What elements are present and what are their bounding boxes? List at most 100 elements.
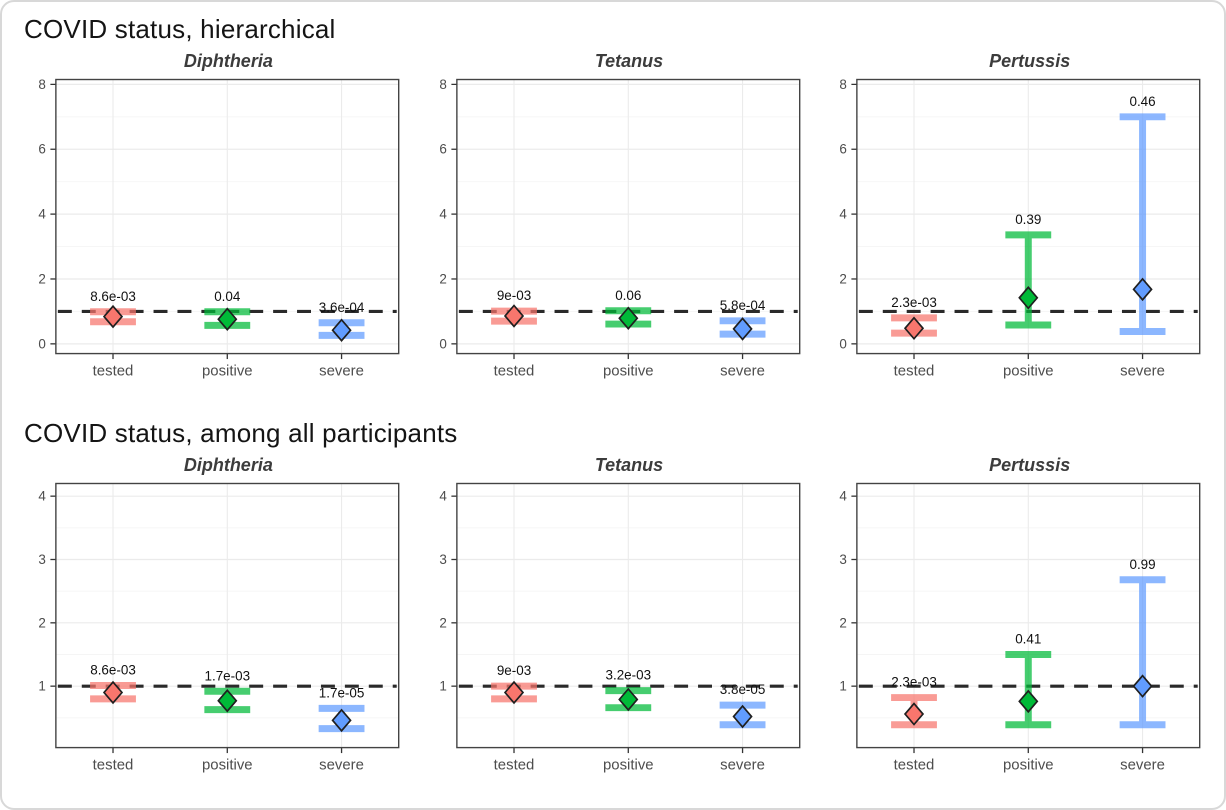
svg-text:2: 2 bbox=[840, 271, 847, 286]
svg-text:8: 8 bbox=[38, 77, 45, 92]
p-value-label: 5.8e-04 bbox=[719, 298, 765, 313]
point-marker-positive bbox=[217, 307, 238, 331]
p-value-label: 3.8e-05 bbox=[719, 682, 765, 697]
p-value-label: 0.46 bbox=[1130, 94, 1156, 109]
forest-plot-among-diphtheria: 8.6e-03 1.7e-03 1.7e-05 1 2 3 4 tested positive s… bbox=[38, 482, 400, 774]
svg-text:3: 3 bbox=[439, 552, 446, 567]
facet-title-diphtheria: Diphtheria bbox=[183, 51, 273, 71]
point-marker-severe bbox=[331, 708, 352, 733]
x-category-label: severe bbox=[1120, 363, 1165, 380]
x-category-label: tested bbox=[894, 363, 935, 380]
facet-panel: Diphtheria 8.6e-03 1.7e-03 1.7e-05 1 2 3 4 test… bbox=[18, 452, 407, 780]
point-marker-severe bbox=[732, 704, 753, 729]
p-value-label: 3.6e-04 bbox=[319, 300, 365, 315]
forest-plot-hierarchical-tetanus: 9e-03 0.06 5.8e-04 0 2 4 6 8 tested positive sever… bbox=[439, 77, 801, 380]
p-value-label: 1.7e-03 bbox=[204, 668, 250, 683]
p-value-labels: 8.6e-03 0.04 3.6e-04 bbox=[90, 289, 365, 315]
p-value-label: 0.41 bbox=[1016, 632, 1042, 647]
x-category-label: severe bbox=[720, 757, 765, 774]
svg-text:4: 4 bbox=[38, 489, 46, 504]
point-markers bbox=[904, 277, 1153, 341]
svg-text:0: 0 bbox=[439, 336, 446, 351]
x-category-label: severe bbox=[319, 363, 364, 380]
facet-title-tetanus: Tetanus bbox=[594, 455, 664, 475]
p-value-label: 8.6e-03 bbox=[90, 663, 136, 678]
svg-text:0: 0 bbox=[840, 336, 847, 351]
svg-text:8: 8 bbox=[439, 77, 446, 92]
svg-text:2: 2 bbox=[38, 615, 45, 630]
svg-text:2: 2 bbox=[439, 271, 446, 286]
p-value-label: 3.2e-03 bbox=[605, 668, 651, 683]
p-value-label: 0.04 bbox=[214, 289, 241, 304]
x-category-label: positive bbox=[603, 363, 654, 380]
svg-text:8: 8 bbox=[840, 77, 847, 92]
gridlines bbox=[456, 483, 800, 748]
panel-row-hierarchical: Diphtheria 8.6e-03 0.04 3.6e-04 0 2 4 6 8 tested… bbox=[2, 48, 1224, 386]
point-markers bbox=[904, 674, 1153, 726]
point-markers bbox=[102, 304, 352, 342]
point-markers bbox=[503, 304, 753, 341]
point-marker-positive bbox=[1018, 689, 1039, 714]
x-category-label: positive bbox=[1003, 757, 1054, 774]
point-marker-tested bbox=[102, 304, 124, 329]
svg-text:3: 3 bbox=[840, 552, 847, 567]
svg-text:2: 2 bbox=[840, 615, 847, 630]
svg-text:4: 4 bbox=[439, 207, 447, 222]
p-value-labels: 9e-03 0.06 5.8e-04 bbox=[496, 288, 765, 313]
point-marker-severe bbox=[331, 318, 352, 342]
svg-text:4: 4 bbox=[840, 489, 848, 504]
axes: 0 2 4 6 8 tested positive severe bbox=[38, 77, 364, 380]
p-value-label: 0.39 bbox=[1016, 212, 1042, 227]
svg-text:2: 2 bbox=[439, 615, 446, 630]
p-value-label: 2.3e-03 bbox=[892, 675, 938, 690]
point-marker-positive bbox=[1018, 286, 1039, 310]
axes: 0 2 4 6 8 tested positive severe bbox=[439, 77, 765, 380]
point-markers bbox=[102, 680, 352, 733]
point-marker-positive bbox=[617, 687, 639, 712]
x-category-label: tested bbox=[493, 363, 534, 380]
p-value-labels: 2.3e-03 0.39 0.46 bbox=[892, 94, 1156, 310]
x-category-label: severe bbox=[319, 757, 364, 774]
svg-text:6: 6 bbox=[840, 142, 847, 157]
point-marker-tested bbox=[904, 316, 925, 341]
forest-plot-hierarchical-pertussis: 2.3e-03 0.39 0.46 0 2 4 6 8 tested positive severe bbox=[840, 77, 1201, 380]
facet-panel: Tetanus 9e-03 0.06 5.8e-04 0 2 4 6 8 tested posit… bbox=[419, 48, 808, 386]
svg-text:4: 4 bbox=[439, 489, 447, 504]
point-marker-tested bbox=[904, 702, 925, 726]
svg-text:4: 4 bbox=[840, 207, 848, 222]
svg-text:4: 4 bbox=[38, 207, 46, 222]
p-value-label: 9e-03 bbox=[496, 663, 530, 678]
svg-text:1: 1 bbox=[840, 679, 847, 694]
x-category-label: positive bbox=[202, 363, 253, 380]
facet-title-pertussis: Pertussis bbox=[989, 455, 1071, 475]
p-value-label: 1.7e-05 bbox=[319, 685, 365, 700]
facet-title-diphtheria: Diphtheria bbox=[183, 455, 273, 475]
axes: 1 2 3 4 tested positive severe bbox=[439, 489, 765, 774]
section-title-among-all: COVID status, among all participants bbox=[24, 418, 458, 448]
point-marker-positive bbox=[217, 688, 238, 713]
forest-plot-among-pertussis: 2.3e-03 0.41 0.99 1 2 3 4 tested positive severe bbox=[840, 482, 1201, 774]
facet-title-tetanus: Tetanus bbox=[594, 51, 664, 71]
panel-border bbox=[455, 482, 801, 749]
p-value-label: 2.3e-03 bbox=[892, 295, 938, 310]
x-category-label: tested bbox=[93, 757, 134, 774]
axes: 0 2 4 6 8 tested positive severe bbox=[840, 77, 1166, 380]
facet-panel: Diphtheria 8.6e-03 0.04 3.6e-04 0 2 4 6 8 tested… bbox=[18, 48, 407, 386]
x-category-label: positive bbox=[603, 757, 654, 774]
panel-border bbox=[455, 78, 801, 355]
p-value-labels: 9e-03 3.2e-03 3.8e-05 bbox=[496, 663, 765, 697]
error-bar-positive bbox=[1005, 231, 1052, 329]
panel-border bbox=[856, 78, 1201, 355]
p-value-labels: 8.6e-03 1.7e-03 1.7e-05 bbox=[90, 663, 364, 701]
forest-plot-hierarchical-diphtheria: 8.6e-03 0.04 3.6e-04 0 2 4 6 8 tested positive sev… bbox=[38, 77, 400, 380]
axes: 1 2 3 4 tested positive severe bbox=[38, 489, 364, 774]
facet-panel: Tetanus 9e-03 3.2e-03 3.8e-05 1 2 3 4 tested pos… bbox=[419, 452, 808, 780]
point-marker-severe bbox=[1132, 277, 1153, 302]
section-title-hierarchical: COVID status, hierarchical bbox=[24, 14, 336, 44]
x-category-label: tested bbox=[894, 757, 935, 774]
point-markers bbox=[503, 680, 753, 729]
point-marker-severe bbox=[732, 317, 753, 341]
section-hierarchical: COVID status, hierarchical Diphtheria 8.… bbox=[2, 12, 1224, 386]
x-category-label: positive bbox=[202, 757, 253, 774]
